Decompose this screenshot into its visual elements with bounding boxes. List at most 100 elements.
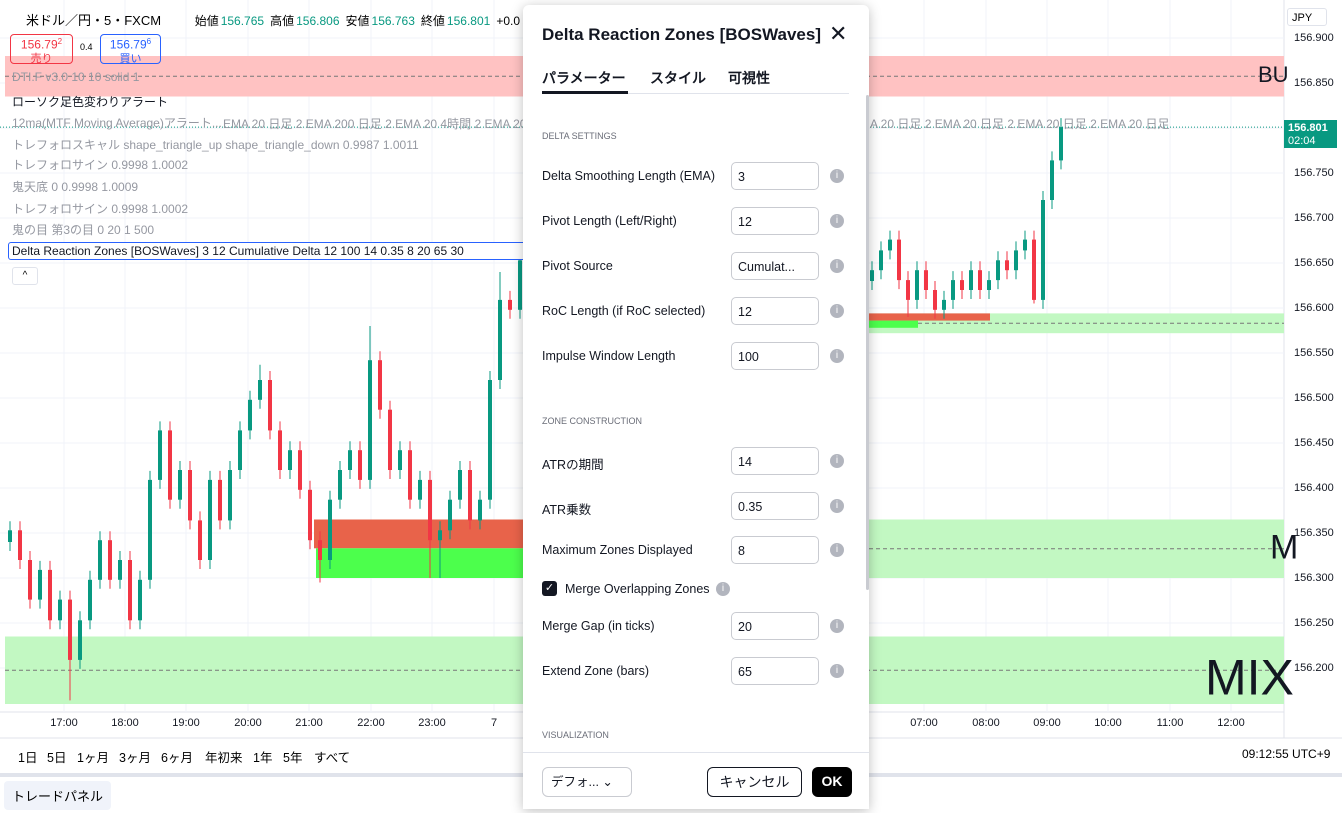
period-button[interactable]: 1年	[253, 751, 273, 765]
close-button[interactable]: ✕	[829, 21, 848, 46]
input[interactable]: 12	[731, 297, 819, 325]
indicator-label[interactable]: トレフォロサイン 0.9998 1.0002	[12, 158, 189, 172]
candle-body	[218, 479, 222, 521]
indicator-label[interactable]: 鬼天底 0 0.9998 1.0009	[12, 180, 139, 194]
input[interactable]: 3	[731, 162, 819, 190]
info-icon[interactable]: i	[830, 454, 844, 468]
candle-body	[438, 530, 442, 541]
info-icon[interactable]: i	[830, 304, 844, 318]
candle-body	[915, 270, 919, 300]
field-label: Pivot Length (Left/Right)	[542, 214, 677, 228]
input[interactable]: 14	[731, 447, 819, 475]
info-icon[interactable]: i	[830, 349, 844, 363]
time-label: 07:00	[910, 717, 938, 729]
price-label: 156.400	[1294, 482, 1334, 494]
period-button[interactable]: 年初来	[205, 751, 243, 765]
defaults-select[interactable]: デフォ... ⌄	[542, 767, 632, 797]
indicator-label[interactable]: 12ma(MTF Moving Average)アラート...	[12, 116, 222, 130]
candle-body	[358, 450, 362, 480]
trade-panel-tab[interactable]: トレードパネル	[4, 781, 112, 810]
price-label: 156.500	[1294, 392, 1334, 404]
tab[interactable]: パラメーター	[542, 70, 626, 86]
candle-body	[408, 450, 412, 500]
period-button[interactable]: すべて	[314, 751, 351, 765]
section-header: DELTA SETTINGS	[542, 131, 617, 141]
candle-body	[879, 250, 883, 271]
candle-body	[987, 280, 991, 290]
candle-body	[328, 499, 332, 560]
period-button[interactable]: 5年	[283, 751, 303, 765]
field-label: ATR乗数	[542, 503, 592, 517]
sell-button[interactable]: 156.792 売り	[10, 34, 73, 65]
info-icon[interactable]: i	[830, 259, 844, 273]
input[interactable]: 0.35	[731, 492, 819, 520]
time-label: 7	[491, 717, 497, 729]
info-icon[interactable]: i	[716, 582, 730, 596]
cancel-button[interactable]: キャンセル	[707, 767, 802, 797]
candle-body	[78, 620, 82, 660]
checkbox-label: Merge Overlapping Zones	[565, 582, 710, 596]
candle-body	[448, 499, 452, 531]
price-label: 156.750	[1294, 167, 1334, 179]
time-label: 19:00	[172, 717, 200, 729]
ok-button[interactable]: OK	[812, 767, 852, 797]
info-icon[interactable]: i	[830, 169, 844, 183]
tab[interactable]: スタイル	[650, 70, 706, 86]
candle-body	[278, 430, 282, 470]
candle-body	[368, 360, 372, 480]
candle-body	[1032, 239, 1036, 300]
buy-button[interactable]: 156.796 買い	[100, 34, 161, 65]
candle-body	[238, 430, 242, 470]
candle-body	[1005, 260, 1009, 271]
last-price: 156.801	[1288, 122, 1328, 134]
input[interactable]: 20	[731, 612, 819, 640]
indicator-label[interactable]: DTI.F v3.0 10 10 solid 1	[12, 70, 140, 84]
period-button[interactable]: 6ヶ月	[161, 751, 193, 765]
info-icon[interactable]: i	[830, 499, 844, 513]
candle-body	[298, 450, 302, 490]
currency[interactable]: JPY	[1287, 8, 1327, 26]
indicator-label[interactable]: 鬼の目 第3の目 0 20 1 500	[12, 223, 155, 237]
price-label: 156.250	[1294, 617, 1334, 629]
input[interactable]: 100	[731, 342, 819, 370]
info-icon[interactable]: i	[830, 664, 844, 678]
candle-body	[924, 270, 928, 290]
ohlc-item: 始値	[194, 14, 219, 28]
field-label: Maximum Zones Displayed	[542, 543, 693, 557]
collapse-button[interactable]: ^	[12, 267, 38, 285]
candle-body	[118, 560, 122, 580]
input[interactable]: 8	[731, 536, 819, 564]
sell-price: 156.79	[20, 37, 58, 52]
ohlc-item: +0.0	[496, 14, 521, 28]
input[interactable]: 65	[731, 657, 819, 685]
info-icon[interactable]: i	[830, 619, 844, 633]
ohlc-item: 156.765	[220, 14, 265, 28]
time-label: 21:00	[295, 717, 323, 729]
period-button[interactable]: 1日	[18, 751, 38, 765]
candle-body	[388, 409, 392, 470]
candle-body	[148, 479, 152, 580]
input[interactable]: 12	[731, 207, 819, 235]
candle-body	[897, 239, 901, 281]
checkbox[interactable]: ✓	[542, 581, 557, 596]
indicator-label[interactable]: トレフォロサイン 0.9998 1.0002	[12, 202, 189, 216]
sell-label: 売り	[30, 52, 53, 65]
ohlc-item: 156.763	[371, 14, 415, 28]
section-header: VISUALIZATION	[542, 730, 609, 740]
indicator-label[interactable]: Delta Reaction Zones [BOSWaves] 3 12 Cum…	[8, 242, 545, 260]
price-label: 156.350	[1294, 527, 1334, 539]
period-button[interactable]: 1ヶ月	[77, 751, 109, 765]
period-button[interactable]: 5日	[47, 751, 67, 765]
indicator-label[interactable]: トレフォロスキャル shape_triangle_up shape_triang…	[12, 138, 419, 152]
indicator-label[interactable]: ローソク足色変わりアラート	[12, 95, 169, 109]
tab[interactable]: 可視性	[728, 70, 770, 86]
last-price-tag: 156.801 02:04	[1284, 120, 1337, 148]
candle-body	[8, 530, 12, 542]
symbol[interactable]: 米ドル／円・5・FXCM	[26, 13, 162, 28]
period-button[interactable]: 3ヶ月	[119, 751, 151, 765]
info-icon[interactable]: i	[830, 214, 844, 228]
select[interactable]: Cumulat...	[731, 252, 819, 280]
time-label: 10:00	[1094, 717, 1122, 729]
info-icon[interactable]: i	[830, 543, 844, 557]
candle-body	[338, 470, 342, 500]
